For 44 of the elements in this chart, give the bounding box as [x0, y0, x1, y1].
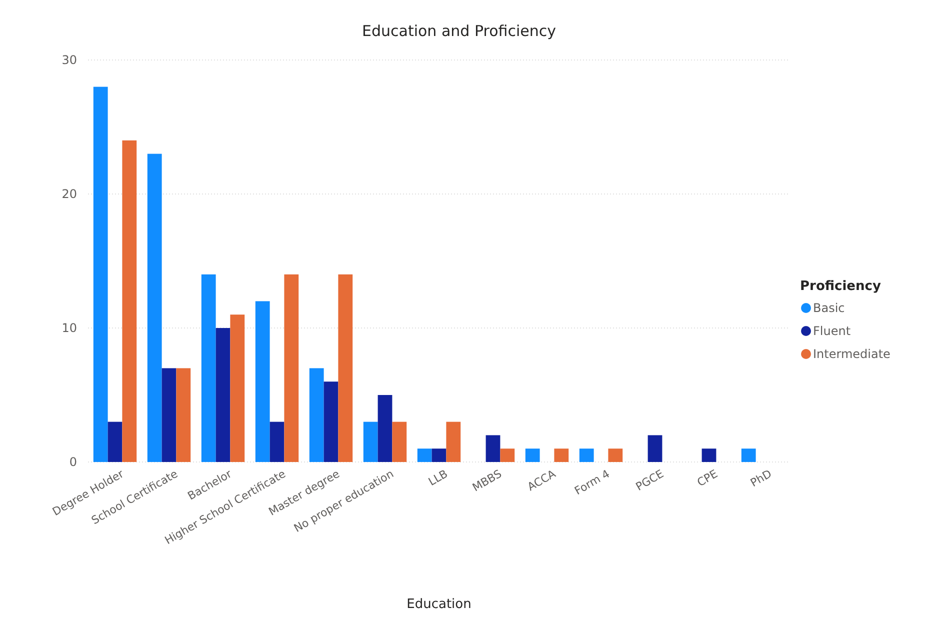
y-tick-label: 0: [69, 454, 77, 469]
bar: [446, 422, 461, 462]
bar: [554, 448, 569, 462]
bar: [122, 140, 137, 462]
bar: [525, 448, 540, 462]
bar: [608, 448, 623, 462]
legend-label: Fluent: [813, 324, 851, 338]
bar: [741, 448, 756, 462]
x-tick-label: PhD: [748, 467, 774, 490]
bar: [270, 422, 284, 462]
bar: [324, 382, 338, 462]
y-tick-label: 10: [62, 320, 77, 335]
x-tick-label: Form 4: [572, 467, 612, 498]
legend-title: Proficiency: [800, 279, 882, 294]
y-tick-label: 20: [62, 186, 77, 201]
bar: [230, 314, 245, 462]
bar: [284, 274, 299, 462]
bar: [255, 301, 270, 462]
bar: [486, 435, 500, 462]
bar: [363, 422, 378, 462]
bar: [201, 274, 216, 462]
bar: [216, 328, 230, 462]
bar: [108, 422, 122, 462]
bar: [338, 274, 353, 462]
x-axis-title: Education: [406, 597, 472, 612]
bar: [417, 448, 432, 462]
x-tick-label: CPE: [695, 467, 720, 490]
bar: [648, 435, 662, 462]
chart-title: Education and Proficiency: [362, 22, 556, 40]
bar: [500, 448, 515, 462]
bar: [176, 368, 191, 462]
bar: [579, 448, 594, 462]
bar: [702, 448, 716, 462]
x-tick-label: LLB: [426, 467, 450, 488]
bar: [432, 448, 446, 462]
bar: [93, 86, 108, 462]
bar: [378, 395, 392, 462]
bar: [309, 368, 324, 462]
bar: [147, 154, 162, 462]
legend-label: Intermediate: [813, 347, 890, 361]
bar: [162, 368, 176, 462]
y-tick-label: 30: [62, 52, 77, 67]
bar: [392, 422, 407, 462]
legend-label: Basic: [813, 301, 845, 315]
